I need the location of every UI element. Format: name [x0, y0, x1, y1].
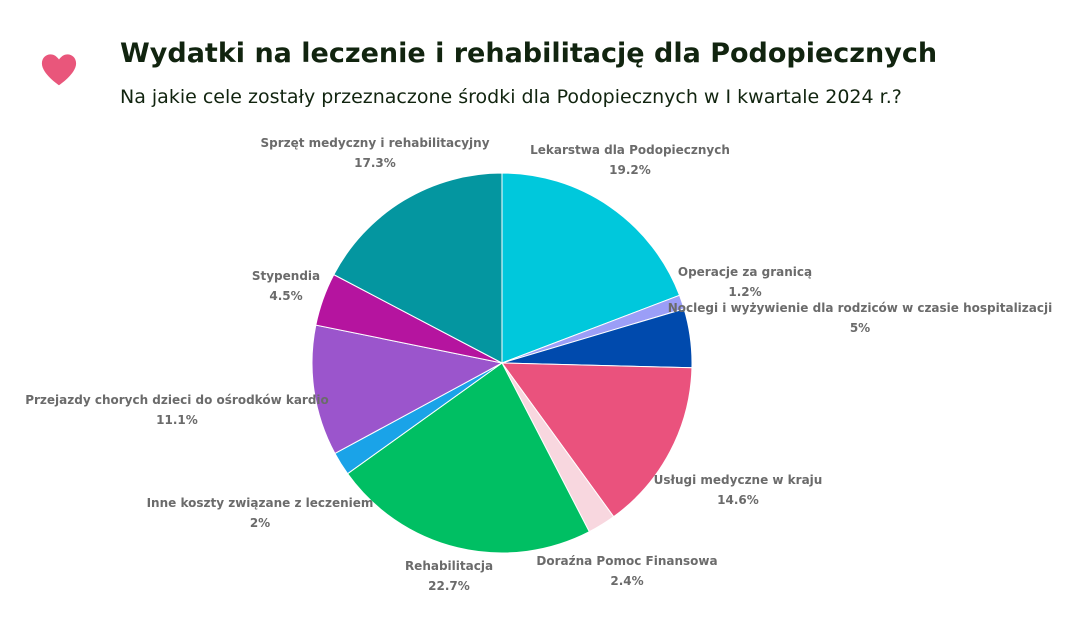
slice-label: Lekarstwa dla Podopiecznych — [530, 143, 730, 157]
pie-slice — [333, 172, 503, 364]
pie-slice — [501, 362, 693, 518]
slice-value-label: 14.6% — [717, 493, 759, 507]
pie-slice — [311, 324, 504, 455]
slice-label: Noclegi i wyżywienie dla rodziców w czas… — [668, 301, 1052, 315]
slice-value-label: 1.2% — [728, 285, 761, 299]
slice-label: Usługi medyczne w kraju — [654, 473, 823, 487]
slice-label: Sprzęt medyczny i rehabilitacyjny — [260, 136, 489, 150]
heart-icon — [41, 54, 77, 86]
page-title: Wydatki na leczenie i rehabilitację dla … — [120, 38, 938, 69]
slice-value-label: 11.1% — [156, 413, 198, 427]
pie-slice — [501, 172, 681, 364]
slice-label: Stypendia — [252, 269, 320, 283]
slice-value-label: 4.5% — [269, 289, 302, 303]
slice-label: Inne koszty związane z leczeniem — [147, 496, 374, 510]
slice-label: Rehabilitacja — [405, 559, 493, 573]
slice-value-label: 2.4% — [610, 574, 643, 588]
slice-label: Operacje za granicą — [678, 265, 812, 279]
slice-value-label: 22.7% — [428, 579, 470, 593]
slice-label: Przejazdy chorych dzieci do ośrodków kar… — [25, 393, 329, 407]
pie-slice — [346, 362, 590, 554]
slice-value-label: 17.3% — [354, 156, 396, 170]
slice-label: Doraźna Pomoc Finansowa — [536, 554, 717, 568]
page-subtitle: Na jakie cele zostały przeznaczone środk… — [120, 86, 902, 108]
slice-value-label: 2% — [250, 516, 270, 530]
slice-value-label: 19.2% — [609, 163, 651, 177]
slice-value-label: 5% — [850, 321, 870, 335]
